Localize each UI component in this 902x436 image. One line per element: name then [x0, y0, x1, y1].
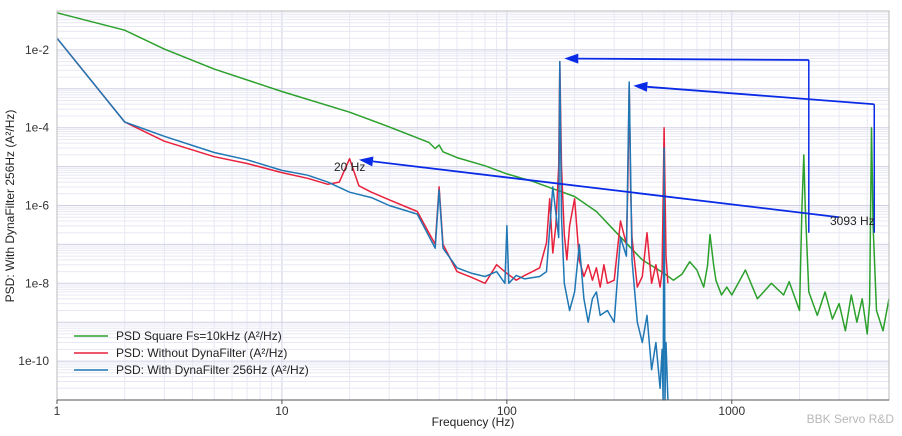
x-tick-label: 1 — [54, 404, 61, 418]
x-tick-label: 100 — [497, 404, 517, 418]
annotation-20hz: 20 Hz — [334, 160, 365, 174]
annotation-3093hz: 3093 Hz — [830, 214, 875, 228]
y-axis-title: PSD: With DynaFilter 256Hz (A²/Hz) — [3, 110, 17, 303]
series-layer — [56, 12, 890, 401]
x-tick-label: 10 — [275, 404, 289, 418]
legend-label-square: PSD Square Fs=10kHz (A²/Hz) — [116, 329, 282, 343]
x-axis-title: Frequency (Hz) — [432, 415, 515, 429]
arrow-layer — [358, 53, 876, 233]
legend: PSD Square Fs=10kHz (A²/Hz) PSD: Without… — [74, 329, 309, 377]
arrow-head — [564, 53, 579, 64]
y-tick-label: 1e-10 — [18, 354, 49, 368]
grid-layer — [56, 10, 890, 401]
arrow-shaft — [647, 85, 875, 106]
axis-layer: 1 10 100 1000 1e-10 1e-8 1e-6 1e-4 1e-2 — [18, 43, 889, 418]
arrow-shaft — [578, 57, 809, 61]
arrow-shaft — [372, 160, 840, 219]
arrow-head — [358, 156, 374, 167]
y-tick-label: 1e-6 — [25, 199, 49, 213]
watermark: BBK Servo R&D — [807, 412, 895, 426]
y-tick-label: 1e-2 — [25, 43, 49, 57]
arrow-head — [633, 81, 648, 92]
y-tick-label: 1e-4 — [25, 121, 49, 135]
y-tick-label: 1e-8 — [25, 276, 49, 290]
legend-label-without: PSD: Without DynaFilter (A²/Hz) — [116, 346, 287, 360]
series-line-0 — [56, 12, 890, 335]
legend-label-with: PSD: With DynaFilter 256Hz (A²/Hz) — [116, 363, 309, 377]
x-tick-label: 1000 — [718, 404, 745, 418]
series-line-2 — [56, 37, 669, 401]
